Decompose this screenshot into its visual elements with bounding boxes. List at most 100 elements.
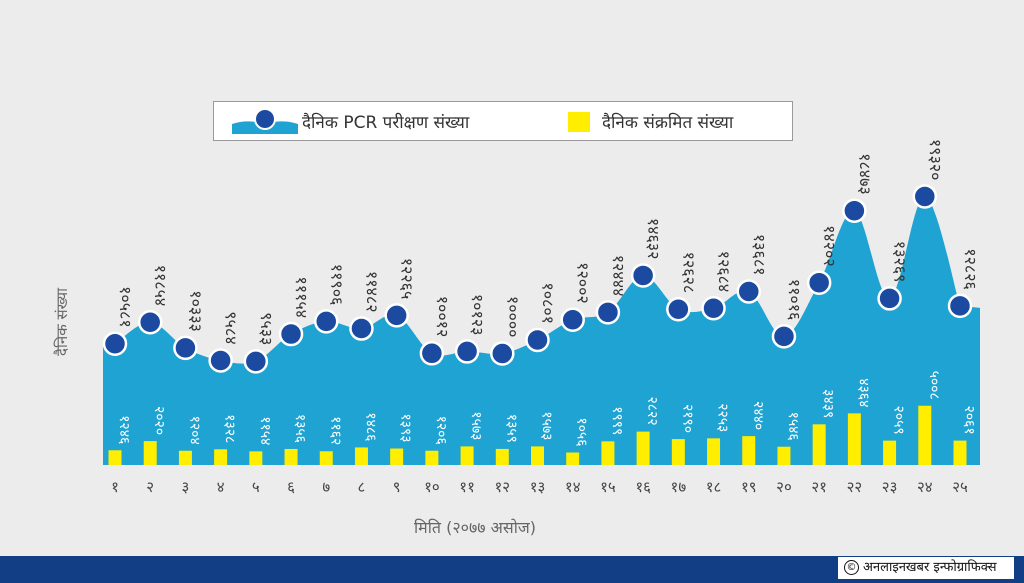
pcr-marker (173, 335, 198, 361)
infection-bar (143, 441, 157, 465)
x-ticks-layer: १ २ ३ ४ ५ ६ ७ ८ ९ १० ११ १२ १३ १४ १५ १६ १७ १८ १९ २० २१ २२ २३ २४ २… (111, 478, 968, 496)
x-tick-label: १३ (530, 478, 546, 496)
x-tick-label: ९ (393, 478, 401, 496)
infection-value-label: ३४३९ (820, 389, 836, 418)
x-tick-label: ७ (322, 478, 330, 496)
x-tick-label: १७ (671, 478, 687, 496)
pcr-legend-icon (232, 108, 298, 134)
infection-bar (566, 452, 580, 465)
infection-bar (178, 450, 192, 465)
infection-value-label: २०६१ (961, 405, 977, 434)
pcr-value-label: १३२६९ (891, 241, 910, 283)
x-axis-label: मिति (२०७७ असोज) (414, 518, 536, 537)
x-tick-label: २५ (952, 478, 968, 496)
infection-value-label: १५४६ (785, 412, 801, 441)
x-tick-label: ३ (182, 478, 190, 496)
legend: दैनिक PCR परीक्षण संख्या दैनिक संक्रमित … (213, 101, 793, 141)
pcr-value-label: १११५४ (292, 276, 311, 318)
infection-bar (812, 424, 826, 465)
infection-value-label: ४३६४ (855, 378, 871, 407)
credit: © अनलाइनखबर इन्फोग्राफिक्स (838, 557, 1014, 579)
infection-value-label: १९९९ (609, 406, 625, 435)
pcr-marker (595, 300, 621, 325)
pcr-value-label: १२२६५ (398, 258, 417, 300)
infection-value-label: २०५९ (891, 406, 907, 435)
pcr-marker (736, 279, 761, 304)
pcr-marker (912, 184, 938, 209)
x-tick-label: ८ (358, 478, 366, 496)
infection-bar (883, 440, 897, 465)
pcr-value-label: १२८२६ (961, 248, 980, 290)
pcr-marker (137, 310, 163, 335)
infection-value-label: १३९३ (398, 413, 414, 442)
infection-value-label: २४४० (750, 401, 766, 430)
pcr-value-label: १८४७३ (855, 153, 874, 195)
infection-bar (636, 431, 650, 465)
infection-value-label: १३५९ (503, 414, 519, 443)
x-tick-label: १० (424, 478, 440, 496)
x-tick-label: १ (111, 478, 119, 496)
pcr-value-label: १२६८४ (715, 251, 734, 293)
x-tick-label: २२ (847, 478, 863, 496)
pcr-marker (243, 349, 269, 374)
infection-value-label: १३२८ (222, 414, 238, 443)
x-tick-label: २ (146, 478, 154, 496)
infection-bar (742, 436, 756, 465)
infection-bar (214, 449, 228, 465)
x-tick-label: २४ (917, 478, 933, 496)
pcr-value-label: १००१२ (433, 296, 452, 338)
pcr-marker (349, 316, 374, 341)
credit-text: अनलाइनखबर इन्फोग्राफिक्स (863, 560, 997, 575)
infection-value-label: २१९० (679, 404, 695, 433)
pcr-marker (102, 331, 128, 356)
infection-bar (249, 451, 263, 465)
pcr-markers-layer (102, 184, 973, 374)
infection-value-label: १२०४ (186, 416, 202, 445)
infection-value-label: १२४६ (116, 415, 132, 444)
pcr-value-label: १४२०२ (820, 225, 839, 267)
infection-bar (953, 440, 967, 465)
pcr-marker (454, 339, 480, 364)
pcr-marker (384, 303, 409, 328)
infection-bar (425, 450, 439, 465)
infection-legend-icon (568, 112, 590, 132)
x-tick-label: १६ (635, 478, 651, 496)
pcr-marker (560, 307, 585, 333)
x-tick-label: १५ (600, 478, 616, 496)
x-tick-label: २१ (811, 478, 827, 496)
y-axis-label: दैनिक संख्या (53, 288, 71, 356)
x-tick-label: ५ (252, 478, 260, 496)
pcr-value-label: ११०१६ (785, 279, 804, 321)
infection-bar (108, 450, 122, 465)
x-tick-label: २० (776, 478, 792, 496)
infection-bar (531, 446, 544, 465)
x-tick-label: १४ (565, 478, 581, 496)
legend-pcr-label: दैनिक PCR परीक्षण संख्या (302, 113, 470, 133)
copyright-icon: © (844, 560, 859, 575)
infection-bar (495, 448, 509, 465)
pcr-marker (806, 270, 832, 295)
infection-value-label: ५००८ (926, 371, 942, 400)
pcr-marker (278, 321, 304, 347)
infection-bar (671, 439, 685, 465)
pcr-value-label: १४६३२ (644, 218, 663, 260)
infection-value-label: १५७३ (468, 411, 484, 440)
infection-bar (847, 413, 861, 465)
infection-value-label: २२५३ (715, 403, 731, 432)
pcr-value-label: १२४४४ (609, 255, 628, 297)
x-tick-label: ११ (459, 478, 475, 496)
pcr-value-label: १३६८१ (750, 234, 769, 276)
pcr-marker (208, 348, 233, 373)
pcr-value-label: ११९०६ (327, 264, 346, 306)
pcr-value-label: १२००२ (574, 262, 593, 304)
pcr-marker (701, 296, 726, 321)
infection-value-label: १३५६ (292, 414, 308, 443)
infection-value-label: ११५४ (257, 416, 273, 445)
infection-bar (707, 438, 721, 465)
infection-value-label: १२०६ (433, 416, 449, 445)
pcr-value-label: १०००० (503, 296, 522, 338)
x-tick-label: १८ (706, 478, 722, 496)
pcr-marker (666, 296, 691, 322)
infection-bar (390, 448, 404, 465)
pcr-value-label: ११४८२ (362, 271, 381, 313)
